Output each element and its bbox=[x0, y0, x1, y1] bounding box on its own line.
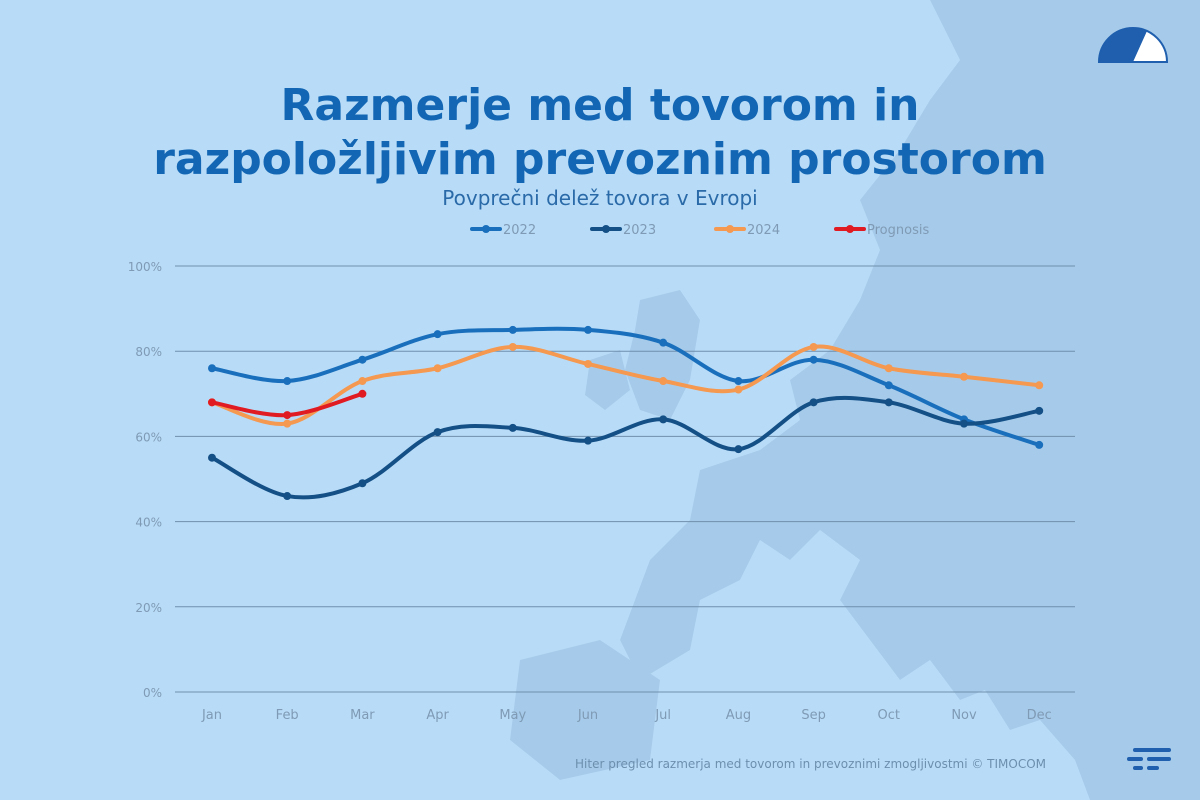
chart-gridlines bbox=[175, 265, 1075, 693]
data-point-2022 bbox=[208, 364, 216, 373]
data-point-2022 bbox=[283, 377, 292, 386]
data-point-2024 bbox=[358, 377, 367, 386]
chart-legend: 2022 2023 2024 Prognosis bbox=[470, 223, 929, 238]
y-tick-label: 40% bbox=[135, 516, 162, 530]
timocom-logo-icon bbox=[1127, 748, 1171, 770]
legend-label: 2022 bbox=[503, 223, 536, 238]
chart-title-line-2: razpoložljivim prevoznim prostorom bbox=[153, 134, 1047, 185]
x-tick-label: Mar bbox=[350, 708, 375, 723]
data-point-2022 bbox=[1035, 440, 1044, 449]
data-point-prognosis bbox=[358, 389, 367, 398]
x-tick-label: Aug bbox=[726, 708, 751, 723]
data-point-2023 bbox=[659, 415, 668, 424]
data-point-2023 bbox=[884, 398, 893, 407]
data-point-prognosis bbox=[208, 398, 216, 407]
data-point-2022 bbox=[358, 355, 367, 364]
data-point-2023 bbox=[208, 453, 216, 462]
data-point-2023 bbox=[734, 445, 743, 454]
x-tick-label: Sep bbox=[801, 708, 826, 723]
footer-caption: Hiter pregled razmerja med tovorom in pr… bbox=[575, 757, 1047, 771]
legend-label: 2023 bbox=[623, 223, 656, 238]
data-point-2024 bbox=[283, 419, 292, 428]
x-tick-label: Dec bbox=[1027, 708, 1052, 723]
x-tick-label: Nov bbox=[951, 708, 977, 723]
legend-marker bbox=[482, 225, 490, 233]
legend-marker bbox=[602, 225, 610, 233]
data-point-2024 bbox=[960, 372, 968, 381]
data-point-2022 bbox=[809, 355, 818, 364]
x-tick-label: May bbox=[499, 708, 526, 723]
x-tick-label: Apr bbox=[426, 708, 449, 723]
data-point-2022 bbox=[508, 325, 517, 334]
y-tick-label: 100% bbox=[128, 260, 162, 274]
chart-title-line-1: Razmerje med tovorom in bbox=[280, 80, 920, 131]
data-point-2023 bbox=[508, 423, 517, 432]
y-tick-label: 80% bbox=[135, 345, 162, 359]
data-point-2022 bbox=[584, 325, 592, 334]
legend-label: 2024 bbox=[747, 223, 780, 238]
x-tick-label: Feb bbox=[276, 708, 299, 723]
data-point-2023 bbox=[960, 419, 968, 428]
series-line-2024 bbox=[210, 344, 1042, 426]
data-point-2023 bbox=[584, 436, 592, 445]
x-axis-ticks: Jan Feb Mar Apr May Jun Jul Aug Sep Oct Nov Dec bbox=[201, 708, 1052, 723]
data-point-2024 bbox=[584, 359, 592, 368]
y-tick-label: 0% bbox=[143, 686, 162, 700]
data-point-2022 bbox=[734, 377, 743, 386]
data-point-2024 bbox=[734, 385, 743, 394]
data-point-2023 bbox=[433, 428, 442, 437]
x-tick-label: Jul bbox=[654, 708, 671, 723]
x-tick-label: Jun bbox=[577, 708, 598, 723]
data-point-2022 bbox=[884, 381, 893, 390]
data-point-2023 bbox=[358, 479, 367, 488]
data-point-2024 bbox=[659, 377, 668, 386]
chart-series-lines bbox=[208, 325, 1044, 501]
y-tick-label: 20% bbox=[135, 601, 162, 615]
gauge-icon bbox=[1097, 27, 1169, 63]
data-point-2024 bbox=[884, 364, 893, 373]
data-point-2023 bbox=[1035, 406, 1044, 415]
chart-subtitle: Povprečni delež tovora v Evropi bbox=[442, 186, 758, 210]
y-axis-ticks: 0% 20% 40% 60% 80% 100% bbox=[128, 260, 162, 700]
y-tick-label: 60% bbox=[135, 430, 162, 444]
data-point-2023 bbox=[283, 492, 292, 501]
series-line-2023 bbox=[210, 395, 1042, 500]
x-tick-label: Oct bbox=[878, 708, 900, 723]
data-point-2024 bbox=[809, 342, 818, 351]
data-point-2024 bbox=[508, 342, 517, 351]
data-point-2023 bbox=[809, 398, 818, 407]
data-point-2024 bbox=[433, 364, 442, 373]
legend-marker bbox=[846, 225, 854, 233]
legend-marker bbox=[726, 225, 734, 233]
legend-label: Prognosis bbox=[867, 223, 929, 238]
data-point-2022 bbox=[659, 338, 668, 347]
data-point-2024 bbox=[1035, 381, 1044, 390]
x-tick-label: Jan bbox=[201, 708, 222, 723]
data-point-2022 bbox=[433, 330, 442, 339]
data-point-prognosis bbox=[283, 411, 292, 420]
